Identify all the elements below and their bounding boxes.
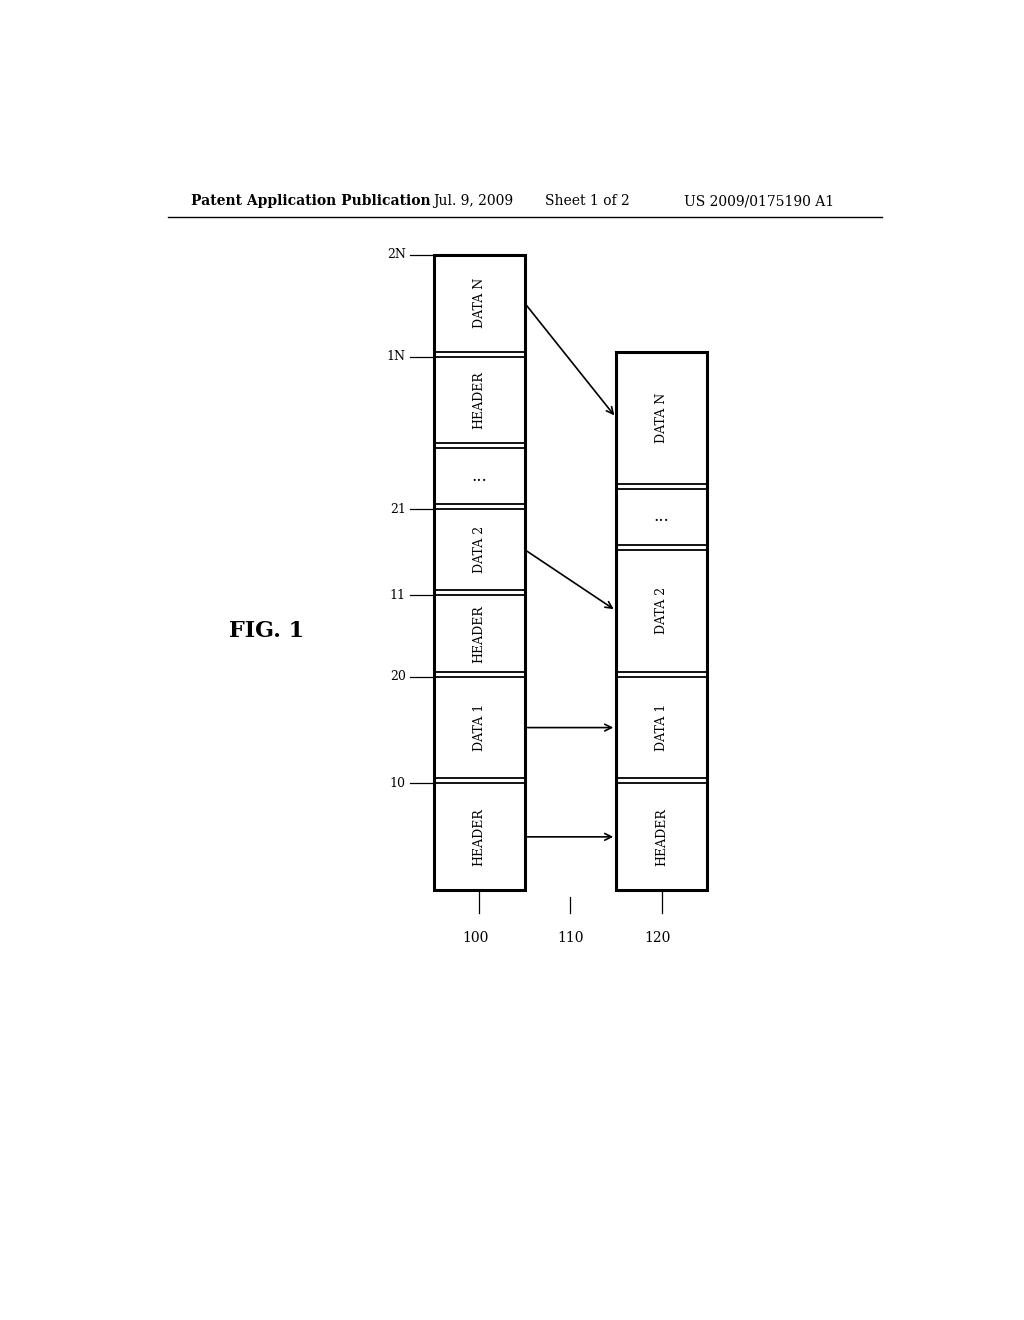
Text: DATA N: DATA N [655, 392, 669, 442]
Bar [433, 255, 524, 351]
Text: 110: 110 [557, 931, 584, 945]
Text: ...: ... [471, 467, 487, 484]
Bar [433, 447, 524, 504]
Text: 120: 120 [644, 931, 671, 945]
Bar [433, 510, 524, 590]
Text: HEADER: HEADER [655, 808, 669, 866]
Text: HEADER: HEADER [473, 808, 485, 866]
Text: 100: 100 [462, 931, 488, 945]
Text: Sheet 1 of 2: Sheet 1 of 2 [545, 194, 630, 209]
Text: 1N: 1N [387, 350, 406, 363]
Text: DATA N: DATA N [473, 279, 485, 329]
Text: Jul. 9, 2009: Jul. 9, 2009 [433, 194, 514, 209]
Bar [433, 677, 524, 779]
Bar [616, 549, 708, 672]
Text: Patent Application Publication: Patent Application Publication [191, 194, 431, 209]
Text: HEADER: HEADER [473, 605, 485, 663]
Text: FIG. 1: FIG. 1 [229, 620, 304, 642]
Bar [616, 351, 708, 483]
Text: 2N: 2N [387, 248, 406, 261]
Bar [616, 784, 708, 890]
Text: 10: 10 [390, 777, 406, 789]
Text: 20: 20 [390, 671, 406, 684]
Bar [433, 356, 524, 444]
Bar [433, 255, 524, 890]
Text: 11: 11 [390, 589, 406, 602]
Bar [616, 488, 708, 545]
Bar [616, 677, 708, 779]
Text: HEADER: HEADER [473, 371, 485, 429]
Bar [616, 351, 708, 890]
Text: DATA 1: DATA 1 [473, 704, 485, 751]
Text: ...: ... [653, 508, 670, 525]
Text: DATA 2: DATA 2 [655, 587, 669, 635]
Text: US 2009/0175190 A1: US 2009/0175190 A1 [684, 194, 834, 209]
Text: 21: 21 [390, 503, 406, 516]
Text: DATA 2: DATA 2 [473, 527, 485, 573]
Text: DATA 1: DATA 1 [655, 704, 669, 751]
Bar [433, 784, 524, 890]
Bar [433, 595, 524, 672]
